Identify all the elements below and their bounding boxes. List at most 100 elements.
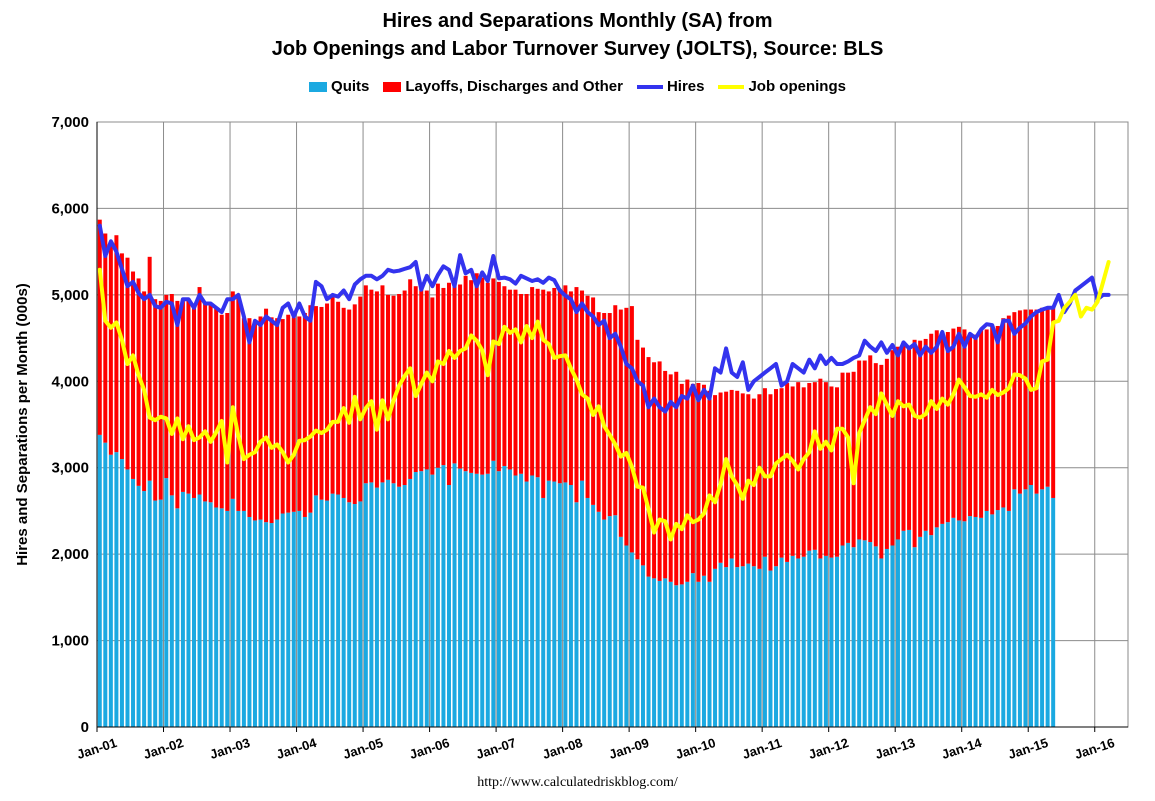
- bar-layoffs: [823, 382, 828, 556]
- bar-quits: [574, 502, 579, 727]
- bar-layoffs: [690, 383, 695, 574]
- y-tick-label: 0: [81, 719, 89, 736]
- bar-quits: [1023, 489, 1028, 727]
- bar-layoffs: [430, 297, 435, 475]
- bar-quits: [890, 545, 895, 727]
- x-tick-label: Jan-08: [541, 735, 585, 762]
- y-tick-label: 4,000: [51, 373, 89, 390]
- bar-quits: [823, 555, 828, 727]
- y-axis-label: Hires and Separations per Month (000s): [14, 283, 31, 566]
- bar-quits: [485, 473, 490, 727]
- legend-swatch-layoffs: [383, 81, 402, 92]
- bar-quits: [197, 494, 202, 727]
- bar-layoffs: [330, 294, 335, 494]
- bar-layoffs: [225, 313, 230, 511]
- bar-quits: [696, 581, 701, 727]
- bar-quits: [291, 511, 296, 727]
- bar-layoffs: [979, 330, 984, 518]
- bar-quits: [313, 495, 318, 727]
- bar-layoffs: [441, 287, 446, 466]
- bar-layoffs: [446, 282, 451, 485]
- bar-layoffs: [557, 288, 562, 484]
- bar-quits: [413, 472, 418, 727]
- bar-layoffs: [995, 325, 1000, 511]
- bar-quits: [829, 557, 834, 727]
- bar-quits: [408, 478, 413, 727]
- bar-quits: [319, 499, 324, 727]
- bar-layoffs: [724, 391, 729, 568]
- bar-layoffs: [491, 278, 496, 461]
- bar-quits: [164, 478, 169, 727]
- bar-layoffs: [247, 318, 252, 517]
- bar-quits: [352, 504, 357, 727]
- bar-layoffs: [336, 301, 341, 495]
- bar-layoffs: [541, 289, 546, 498]
- bar-layoffs: [546, 291, 551, 481]
- bar-quits: [358, 501, 363, 727]
- bar-quits: [363, 483, 368, 727]
- bar-layoffs: [646, 357, 651, 577]
- bar-quits: [907, 529, 912, 727]
- bar-layoffs: [840, 372, 845, 546]
- bar-quits: [895, 539, 900, 727]
- bar-layoffs: [679, 383, 684, 585]
- bar-quits: [280, 513, 285, 727]
- bar-layoffs: [413, 286, 418, 473]
- bar-quits: [153, 500, 158, 727]
- bar-layoffs: [790, 386, 795, 556]
- bar-layoffs: [862, 360, 867, 541]
- bar-layoffs: [1023, 309, 1028, 490]
- bar-quits: [851, 547, 856, 727]
- bar-quits: [724, 567, 729, 727]
- bar-layoffs: [485, 282, 490, 474]
- bar-layoffs: [607, 313, 612, 517]
- bar-layoffs: [391, 295, 396, 484]
- line-hires: [97, 223, 1111, 414]
- bar-quits: [142, 491, 147, 727]
- x-tick-label: Jan-15: [1006, 735, 1050, 762]
- bar-quits: [713, 568, 718, 727]
- bar-layoffs: [380, 285, 385, 483]
- bar-quits: [785, 561, 790, 727]
- bar-layoffs: [363, 285, 368, 484]
- bar-quits: [175, 508, 180, 727]
- bar-quits: [136, 485, 141, 727]
- y-tick-label: 5,000: [51, 287, 89, 304]
- bar-layoffs: [707, 390, 712, 582]
- bar-quits: [169, 495, 174, 727]
- bar-layoffs: [219, 314, 224, 509]
- bar-layoffs: [923, 338, 928, 531]
- bar-layoffs: [147, 256, 152, 481]
- bar-quits: [818, 558, 823, 727]
- bar-quits: [962, 521, 967, 727]
- bar-layoffs: [374, 291, 379, 488]
- bar-quits: [746, 563, 751, 727]
- bar-quits: [269, 523, 274, 727]
- bar-quits: [302, 516, 307, 727]
- x-tick-label: Jan-11: [740, 735, 783, 762]
- x-tick-label: Jan-02: [141, 735, 185, 762]
- bar-layoffs: [774, 389, 779, 567]
- chart-legend: Quits Layoffs, Discharges and Other Hire…: [0, 78, 1155, 95]
- bar-layoffs: [308, 305, 313, 513]
- bar-layoffs: [818, 378, 823, 559]
- bar-layoffs: [119, 253, 124, 460]
- bar-layoffs: [203, 303, 208, 502]
- x-tick-label: Jan-01: [75, 735, 119, 762]
- legend-item-layoffs: Layoffs, Discharges and Other: [383, 78, 623, 95]
- bar-quits: [341, 497, 346, 727]
- bar-quits: [236, 510, 241, 727]
- bar-layoffs: [402, 290, 407, 485]
- bar-layoffs: [169, 293, 174, 496]
- bar-quits: [690, 573, 695, 727]
- bar-quits: [701, 575, 706, 727]
- bar-quits: [774, 566, 779, 727]
- bar-layoffs: [834, 387, 839, 557]
- y-tick-label: 2,000: [51, 546, 89, 563]
- bar-quits: [923, 530, 928, 727]
- bar-layoffs: [1029, 309, 1033, 485]
- bar-quits: [585, 497, 590, 727]
- bar-layoffs: [480, 277, 485, 475]
- bar-layoffs: [846, 372, 851, 543]
- bar-layoffs: [890, 350, 895, 546]
